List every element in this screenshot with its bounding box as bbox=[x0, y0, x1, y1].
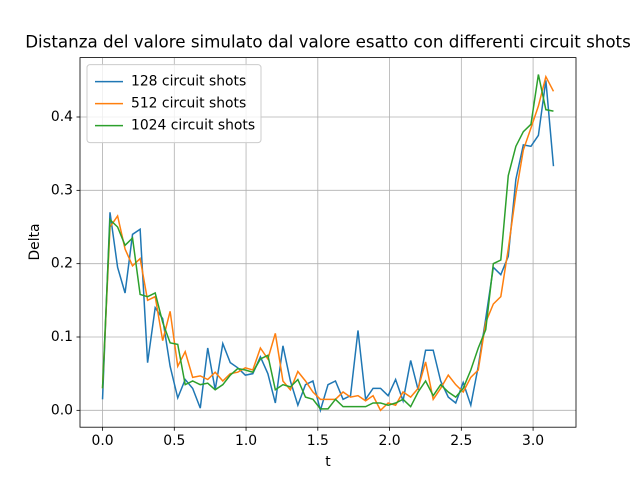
x-axis-label: t bbox=[325, 454, 331, 470]
x-tick-label: 1.0 bbox=[235, 433, 257, 449]
legend-label: 512 circuit shots bbox=[131, 96, 246, 112]
data-line bbox=[101, 74, 555, 412]
data-line bbox=[101, 74, 554, 410]
y-tick-label: 0.2 bbox=[51, 256, 73, 272]
legend-label: 1024 circuit shots bbox=[131, 118, 255, 134]
x-tick-label: 1.5 bbox=[307, 433, 329, 449]
x-tick-label: 2.5 bbox=[450, 433, 472, 449]
legend-label: 128 circuit shots bbox=[131, 74, 246, 90]
y-tick-label: 0.3 bbox=[51, 182, 73, 198]
legend-box bbox=[86, 64, 262, 144]
x-tick-label: 2.0 bbox=[379, 433, 401, 449]
chart-title: Distanza del valore simulato dal valore … bbox=[25, 32, 631, 52]
plot-frame bbox=[79, 57, 577, 428]
x-tick-label: 3.0 bbox=[522, 433, 544, 449]
y-tick-label: 0.0 bbox=[51, 402, 73, 418]
y-tick-label: 0.1 bbox=[51, 329, 73, 345]
y-tick-label: 0.4 bbox=[51, 109, 73, 125]
x-tick-label: 0.0 bbox=[91, 433, 113, 449]
x-tick-label: 0.5 bbox=[163, 433, 185, 449]
y-axis-label: Delta bbox=[27, 223, 43, 260]
